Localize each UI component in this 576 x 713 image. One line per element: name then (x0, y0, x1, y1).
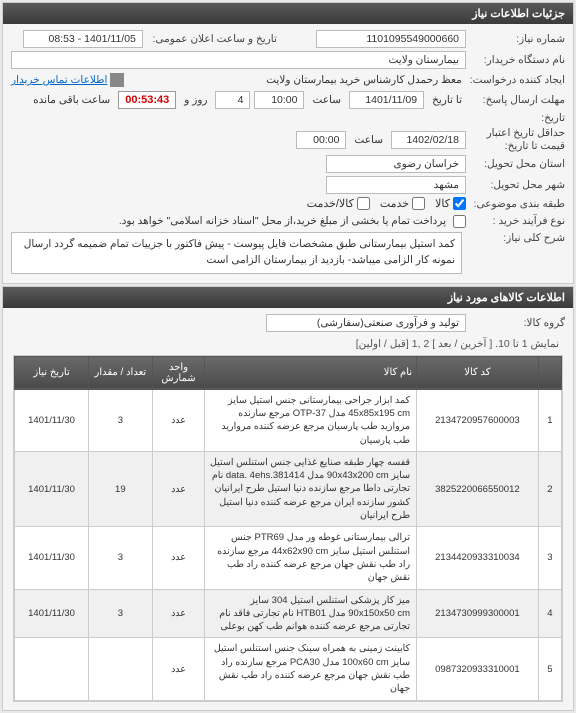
deadline-days: 4 (215, 91, 250, 109)
remain-label: ساعت باقی مانده (29, 92, 114, 108)
datetime-value: 1401/11/05 - 08:53 (23, 30, 143, 48)
cell-name: کمد ابزار جراحی بیمارستانی جنس استیل سای… (205, 389, 417, 451)
buyer-org-label: نام دستگاه خریدار: (470, 54, 565, 66)
need-no-label: شماره نیاز: (470, 33, 565, 45)
cell-code: 2134720957600003 (417, 389, 539, 451)
col-unit: واحد شمارش (152, 356, 205, 389)
group-value: تولید و فرآوری صنعتی(سفارشی) (266, 314, 466, 332)
buyer-org-value: بیمارستان ولایت (11, 51, 466, 69)
col-date: تاریخ نیاز (15, 356, 89, 389)
items-table: کد کالا نام کالا واحد شمارش تعداد / مقدا… (14, 356, 562, 701)
contact-link[interactable]: اطلاعات تماس خریدار (11, 74, 107, 86)
group-label: گروه کالا: (470, 317, 565, 329)
cell-qty: 3 (89, 589, 152, 638)
table-row[interactable]: 32134420933310034ترالی بیمارستانی غوطه و… (15, 527, 562, 589)
cell-num: 3 (538, 527, 561, 589)
col-qty: تعداد / مقدار (89, 356, 152, 389)
deadline-label: مهلت ارسال پاسخ: (470, 94, 565, 106)
cell-qty: 3 (89, 527, 152, 589)
col-code: کد کالا (417, 356, 539, 389)
class-label: طبقه بندی موضوعی: (470, 198, 565, 210)
cell-code: 2134420933310034 (417, 527, 539, 589)
cell-date: 1401/11/30 (15, 589, 89, 638)
buy-type-text: پرداخت تمام یا بخشی از مبلغ خرید،از محل … (115, 213, 450, 229)
deadline-time: 10:00 (254, 91, 304, 109)
cell-num: 1 (538, 389, 561, 451)
city-value: مشهد (326, 176, 466, 194)
validity-label: حداقل تاریخ اعتبار قیمت تا تاریخ: (470, 127, 565, 152)
cell-name: ترالی بیمارستانی غوطه ور مدل PTR69 جنس ا… (205, 527, 417, 589)
cell-num: 5 (538, 638, 561, 700)
desc-label: شرح کلی نیاز: (470, 232, 565, 244)
class-both-checkbox[interactable] (357, 197, 370, 210)
cell-date: 1401/11/30 (15, 389, 89, 451)
validity-date: 1402/02/18 (391, 131, 466, 149)
province-label: استان محل تحویل: (470, 158, 565, 170)
class-checkboxes: کالا خدمت کالا/خدمت (307, 197, 466, 210)
days-label: روز و (180, 92, 211, 108)
cell-name: قفسه چهار طبقه صنایع غذایی جنس استنلس اس… (205, 451, 417, 526)
cell-name: میز کار پزشکی استنلس استیل 304 سایز 90x1… (205, 589, 417, 638)
cell-code: 0987320933310001 (417, 638, 539, 700)
cell-name: کابینت زمینی به همراه سینک جنس استنلس اس… (205, 638, 417, 700)
class-goods-checkbox[interactable] (453, 197, 466, 210)
contact-icon (110, 73, 124, 87)
panel-title: جزئیات اطلاعات نیاز (3, 3, 573, 24)
cell-qty: 3 (89, 389, 152, 451)
cell-qty (89, 638, 152, 700)
class-goods-label: کالا (435, 197, 450, 210)
cell-unit: عدد (152, 451, 205, 526)
cell-code: 3825220066550012 (417, 451, 539, 526)
cell-date (15, 638, 89, 700)
items-title: اطلاعات کالاهای مورد نیاز (3, 287, 573, 308)
form-body: شماره نیاز: 1101095549000660 تاریخ و ساع… (3, 24, 573, 283)
details-panel: جزئیات اطلاعات نیاز شماره نیاز: 11010955… (2, 2, 574, 284)
cell-date: 1401/11/30 (15, 527, 89, 589)
cell-unit: عدد (152, 527, 205, 589)
cell-date: 1401/11/30 (15, 451, 89, 526)
items-table-wrap: کد کالا نام کالا واحد شمارش تعداد / مقدا… (13, 355, 563, 702)
class-both-label: کالا/خدمت (307, 197, 354, 210)
province-value: خراسان رضوی (326, 155, 466, 173)
deadline-date-label: تا تاریخ (428, 92, 466, 108)
cell-unit: عدد (152, 589, 205, 638)
deadline-time-label: ساعت (308, 92, 345, 108)
datetime-label: تاریخ و ساعت اعلان عمومی: (147, 33, 277, 45)
cell-num: 2 (538, 451, 561, 526)
buy-type-label: نوع فرآیند خرید : (470, 215, 565, 227)
history-label: تاریخ: (470, 112, 565, 124)
cell-code: 2134730999300001 (417, 589, 539, 638)
class-service-checkbox[interactable] (412, 197, 425, 210)
pager[interactable]: نمایش 1 تا 10. [ آخرین / بعد ] 2 ,1 [قبل… (11, 335, 565, 353)
table-row[interactable]: 23825220066550012قفسه چهار طبقه صنایع غذ… (15, 451, 562, 526)
table-row[interactable]: 50987320933310001کابینت زمینی به همراه س… (15, 638, 562, 700)
items-panel: اطلاعات کالاهای مورد نیاز گروه کالا: تول… (2, 286, 574, 711)
requester-label: ایجاد کننده درخواست: (470, 74, 565, 86)
cell-unit: عدد (152, 638, 205, 700)
cell-qty: 19 (89, 451, 152, 526)
table-row[interactable]: 42134730999300001میز کار پزشکی استنلس اس… (15, 589, 562, 638)
countdown: 00:53:43 (118, 91, 176, 109)
desc-value: کمد استیل بیمارستانی طبق مشخصات فایل پیو… (11, 232, 462, 274)
buy-type-checkbox[interactable] (453, 215, 466, 228)
requester-value: معظ رحمدل کارشناس خرید بیمارستان ولایت (262, 72, 466, 88)
class-service-label: خدمت (380, 197, 409, 210)
table-row[interactable]: 12134720957600003کمد ابزار جراحی بیمارست… (15, 389, 562, 451)
city-label: شهر محل تحویل: (470, 179, 565, 191)
cell-unit: عدد (152, 389, 205, 451)
col-name: نام کالا (205, 356, 417, 389)
cell-num: 4 (538, 589, 561, 638)
deadline-date: 1401/11/09 (349, 91, 424, 109)
col-num (538, 356, 561, 389)
need-no-value: 1101095549000660 (316, 30, 466, 48)
validity-time-label: ساعت (350, 132, 387, 148)
validity-time: 00:00 (296, 131, 346, 149)
